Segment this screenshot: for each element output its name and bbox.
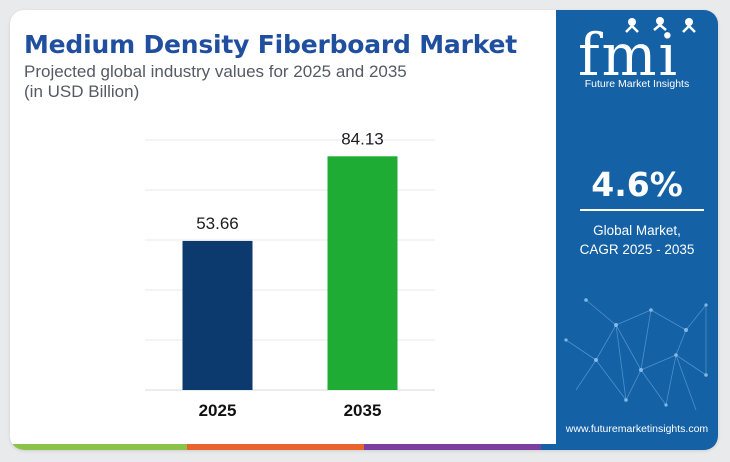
website-url: www.futuremarketinsights.com [565,423,709,435]
stripe-segment [541,444,718,450]
infographic-card: Medium Density Fiberboard Market Project… [10,10,718,450]
cagr-label: Global Market, CAGR 2025 - 2035 [556,221,718,259]
stripe-segment [364,444,541,450]
sidebar-panel: fmi Future Market Insights 4.6% Global M… [556,10,718,450]
bar-chart: 53.66 2025 84.13 2035 [145,129,435,420]
data-label-2035: 84.13 [341,129,384,148]
logo-figures-icon [625,17,696,33]
data-label-2025: 53.66 [196,214,239,233]
logo-wordmark: fmi [578,21,680,89]
bar-2035 [327,156,398,390]
stripe-segment [10,444,187,450]
page-subtitle: Projected global industry values for 202… [24,62,524,102]
cagr-divider [580,209,704,211]
subtitle-line-1: Projected global industry values for 202… [24,62,407,81]
bar-2025 [182,240,253,390]
subtitle-line-2: (in USD Billion) [24,82,140,101]
cagr-label-line-2: CAGR 2025 - 2035 [579,242,695,257]
cagr-value: 4.6% [591,165,683,204]
cagr-label-line-1: Global Market, [593,223,681,238]
stripe-segment [187,444,364,450]
network-graphic [564,298,708,411]
x-tick-label-2025: 2025 [199,401,237,420]
x-tick-label-2035: 2035 [344,401,382,420]
logo-tagline: Future Market Insights [584,78,690,90]
page-title: Medium Density Fiberboard Market [24,30,517,59]
